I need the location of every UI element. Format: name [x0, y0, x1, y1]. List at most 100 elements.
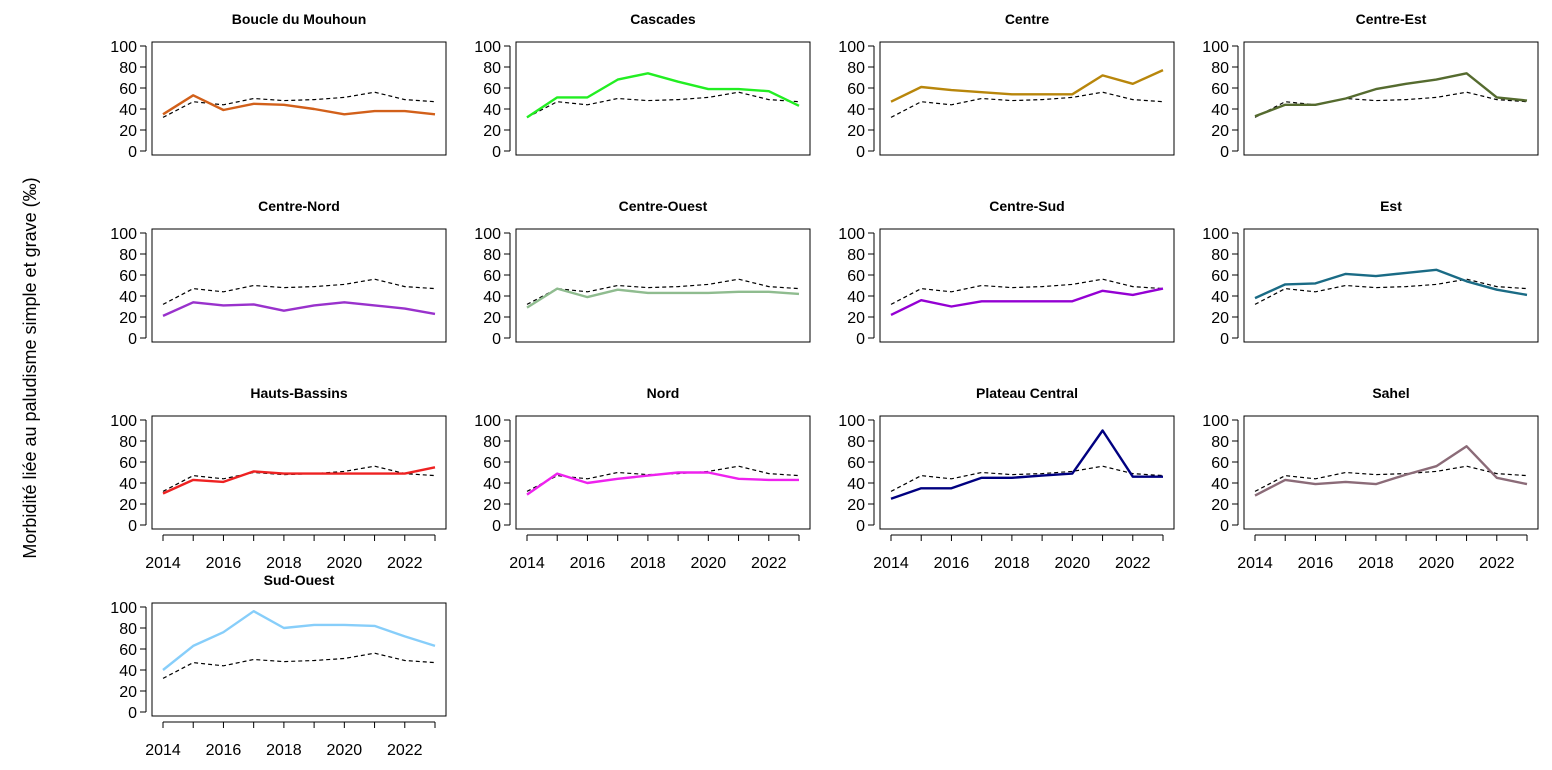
y-tick-label: 40 [1211, 476, 1229, 493]
x-tick-label: 2018 [266, 555, 302, 572]
x-tick-label: 2018 [994, 555, 1030, 572]
y-tick-label: 80 [119, 247, 137, 264]
y-tick-label: 20 [483, 123, 501, 140]
y-tick-label: 20 [119, 497, 137, 514]
y-tick-label: 60 [483, 81, 501, 98]
series-line-boucle-du-mouhoun [162, 94, 436, 116]
panel-centre-ouest: Centre-Ouest 0 20 40 60 80 100 [474, 198, 811, 348]
y-tick-label: 60 [847, 268, 865, 285]
panel-nord: Nord 0 20 40 60 80 100 2014 2016 2018 2020 2022 [474, 385, 811, 572]
y-tick-label: 80 [847, 247, 865, 264]
x-tick-label: 2020 [1055, 555, 1091, 572]
series-line-centre [890, 69, 1164, 103]
x-tick-label: 2016 [1298, 555, 1334, 572]
reference-line [890, 278, 1164, 305]
x-tick-label: 2022 [1479, 555, 1515, 572]
y-tick-label: 80 [847, 434, 865, 451]
reference-line [1254, 91, 1528, 118]
series-line-centre-nord [162, 301, 436, 317]
x-tick-label: 2016 [206, 742, 242, 759]
y-tick-label: 20 [119, 123, 137, 140]
y-tick-label: 60 [483, 455, 501, 472]
panel-frame [151, 228, 447, 343]
panel-frame [879, 228, 1175, 343]
reference-line [526, 278, 800, 305]
y-tick-label: 80 [1211, 60, 1229, 77]
x-tick-label: 2022 [1115, 555, 1151, 572]
series-line-hauts-bassins [162, 466, 436, 495]
y-tick-label: 60 [119, 455, 137, 472]
panel-plateau-central: Plateau Central 0 20 40 60 80 100 2014 2016 2018 2… [838, 385, 1175, 572]
y-tick-label: 40 [847, 102, 865, 119]
y-tick-label: 0 [128, 705, 137, 722]
reference-line [162, 465, 436, 492]
x-tick-label: 2014 [145, 742, 181, 759]
x-tick-label: 2018 [1358, 555, 1394, 572]
y-tick-label: 0 [1220, 331, 1229, 348]
x-tick-label: 2018 [266, 742, 302, 759]
y-tick-label: 60 [847, 455, 865, 472]
panel-centre-nord: Centre-Nord 0 20 40 60 80 100 [110, 198, 447, 348]
panel-frame [151, 415, 447, 530]
y-tick-label: 20 [847, 497, 865, 514]
panel-centre: Centre 0 20 40 60 80 100 [838, 11, 1175, 161]
panel-hauts-bassins: Hauts-Bassins 0 20 40 60 80 100 2014 2016 2018 202… [110, 385, 447, 572]
panels-group: Boucle du Mouhoun 0 20 40 60 80 100 Cascades 0 20… [110, 11, 1539, 759]
panel-frame [151, 602, 447, 717]
y-tick-label: 100 [474, 226, 501, 243]
panel-title: Hauts-Bassins [250, 385, 347, 401]
y-tick-label: 0 [856, 144, 865, 161]
y-tick-label: 20 [483, 310, 501, 327]
panel-frame [879, 415, 1175, 530]
y-tick-label: 60 [1211, 268, 1229, 285]
y-tick-label: 100 [110, 600, 137, 617]
y-tick-label: 60 [119, 268, 137, 285]
y-tick-label: 40 [119, 663, 137, 680]
panel-title: Cascades [630, 11, 696, 27]
panel-title: Plateau Central [976, 385, 1078, 401]
y-tick-label: 80 [1211, 434, 1229, 451]
series-line-cascades [526, 72, 800, 119]
y-tick-label: 20 [1211, 310, 1229, 327]
x-tick-label: 2022 [387, 555, 423, 572]
panel-frame [515, 41, 811, 156]
panel-frame [879, 41, 1175, 156]
y-tick-label: 80 [119, 621, 137, 638]
panel-frame [515, 228, 811, 343]
x-tick-label: 2014 [1237, 555, 1273, 572]
panel-est: Est 0 20 40 60 80 100 [1202, 198, 1539, 348]
panel-centre-sud: Centre-Sud 0 20 40 60 80 100 [838, 198, 1175, 348]
y-tick-label: 0 [492, 518, 501, 535]
x-tick-label: 2016 [570, 555, 606, 572]
x-tick-label: 2016 [206, 555, 242, 572]
y-tick-label: 100 [838, 39, 865, 56]
panel-title: Boucle du Mouhoun [232, 11, 367, 27]
y-axis-label: Morbidité liée au paludisme simple et gr… [20, 177, 40, 558]
y-tick-label: 60 [1211, 455, 1229, 472]
y-tick-label: 80 [119, 434, 137, 451]
panel-centre-est: Centre-Est 0 20 40 60 80 100 [1202, 11, 1539, 161]
y-tick-label: 60 [847, 81, 865, 98]
y-tick-label: 60 [119, 81, 137, 98]
reference-line [526, 91, 800, 118]
y-tick-label: 0 [128, 518, 137, 535]
y-tick-label: 0 [1220, 144, 1229, 161]
y-tick-label: 20 [1211, 123, 1229, 140]
panel-title: Sahel [1372, 385, 1409, 401]
y-tick-label: 40 [119, 102, 137, 119]
reference-line [162, 652, 436, 679]
y-tick-label: 0 [492, 331, 501, 348]
x-tick-label: 2014 [873, 555, 909, 572]
y-tick-label: 40 [119, 476, 137, 493]
series-line-nord [526, 471, 799, 496]
y-tick-label: 40 [119, 289, 137, 306]
panel-title: Est [1380, 198, 1402, 214]
y-tick-label: 100 [474, 413, 501, 430]
panel-frame [1243, 41, 1539, 156]
x-tick-label: 2014 [145, 555, 181, 572]
panel-sud-ouest: Sud-Ouest 0 20 40 60 80 100 2014 2016 2018 2020 202… [110, 572, 447, 759]
panel-title: Nord [647, 385, 680, 401]
panel-title: Centre-Ouest [619, 198, 708, 214]
y-tick-label: 20 [119, 684, 137, 701]
panel-frame [1243, 228, 1539, 343]
